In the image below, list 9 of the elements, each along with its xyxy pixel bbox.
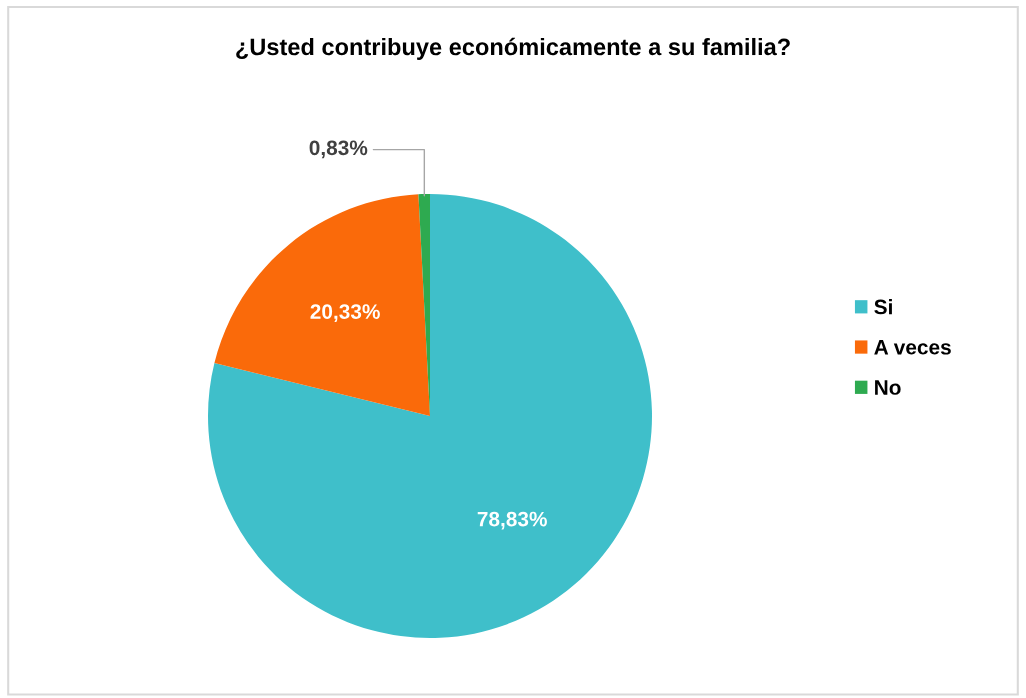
legend-label: Si	[874, 299, 892, 315]
legend-label: No	[875, 380, 901, 395]
data-label: 78,83%	[477, 511, 547, 530]
chart-title: ¿Usted contribuye económicamente a su familia?	[236, 37, 790, 60]
legend-label: A veces	[874, 340, 951, 355]
pie-slice	[214, 194, 430, 416]
data-label: 20,33%	[310, 304, 380, 322]
data-label: 0,83%	[309, 140, 368, 159]
pie-slice	[208, 194, 652, 638]
